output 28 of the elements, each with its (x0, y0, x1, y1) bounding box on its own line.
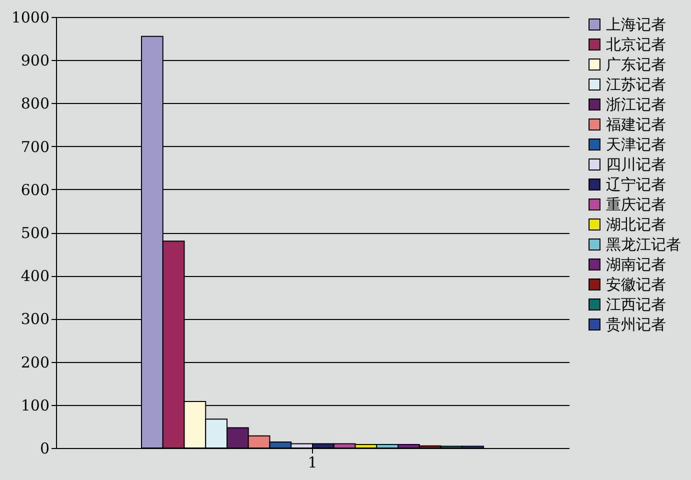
y-tick-label: 100 (20, 396, 50, 414)
legend-label: 江苏记者 (606, 76, 666, 94)
y-tick-label: 200 (20, 353, 50, 372)
legend-label: 黑龙江记者 (606, 236, 681, 254)
legend-label: 安徽记者 (606, 276, 666, 294)
legend-label: 湖北记者 (606, 216, 666, 234)
y-tick-label: 300 (20, 310, 50, 328)
legend-label: 湖南记者 (606, 256, 666, 274)
legend-label: 天津记者 (606, 136, 666, 154)
legend-label: 北京记者 (606, 36, 666, 54)
legend-label: 贵州记者 (606, 316, 666, 334)
legend-label: 浙江记者 (606, 96, 666, 114)
legend-label: 广东记者 (606, 56, 666, 74)
y-tick-label: 400 (20, 267, 50, 286)
x-tick-label: 1 (308, 454, 318, 472)
y-tick-label: 500 (20, 224, 50, 242)
y-tick-label: 900 (20, 52, 50, 70)
legend-label: 福建记者 (606, 116, 666, 134)
y-tick-label: 800 (20, 94, 50, 113)
legend-label: 四川记者 (606, 156, 666, 174)
legend-label: 重庆记者 (606, 196, 666, 214)
legend-label: 辽宁记者 (606, 176, 666, 194)
y-tick-label: 700 (20, 138, 50, 156)
y-tick-label: 600 (20, 180, 50, 199)
y-tick-label: 1000 (11, 8, 50, 26)
y-tick-label: 0 (40, 440, 50, 458)
legend-label: 江西记者 (606, 296, 666, 314)
legend-label: 上海记者 (606, 16, 666, 34)
